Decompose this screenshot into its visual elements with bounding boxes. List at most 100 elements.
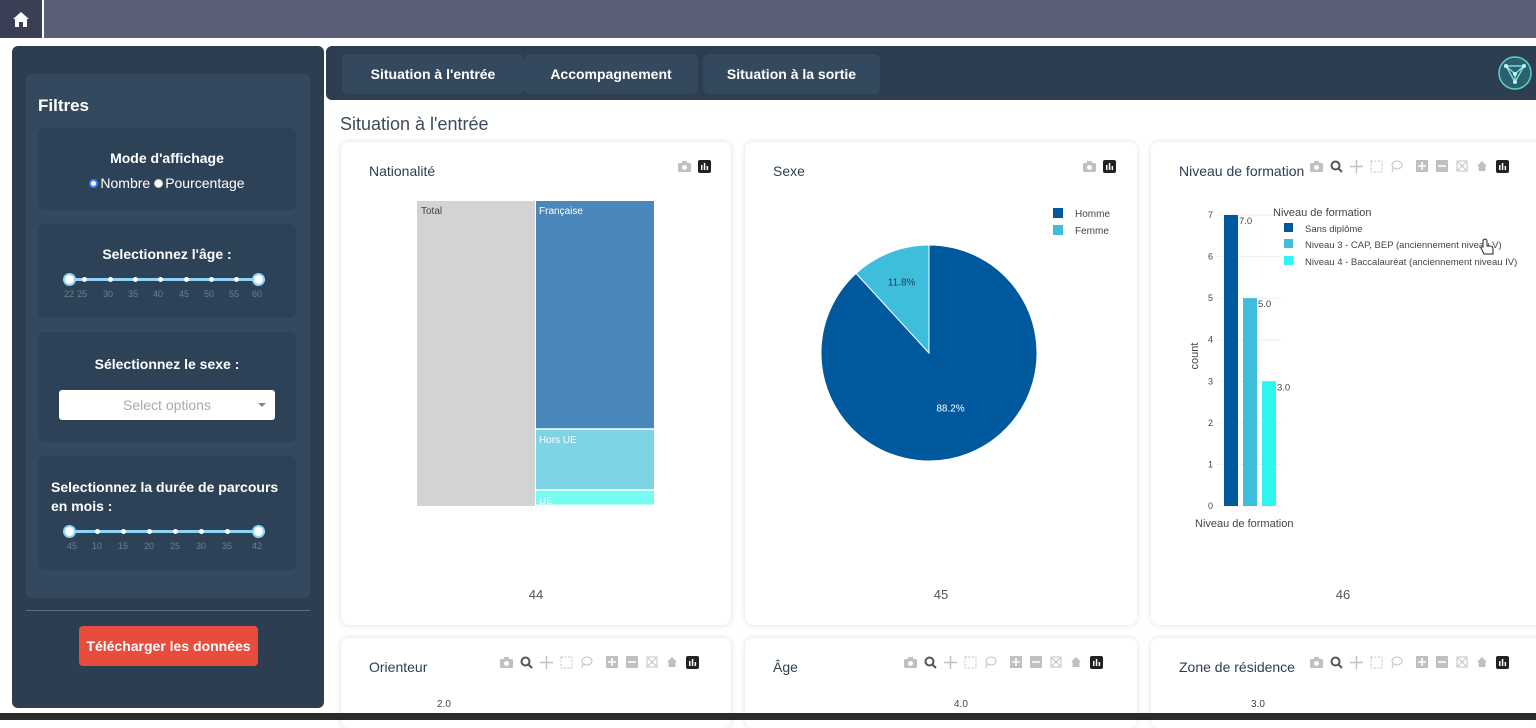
nationality-card: Nationalité Total Française Hors UE UE 44 <box>341 142 731 625</box>
treemap-tile-label: Hors UE <box>539 435 577 446</box>
treemap-tile[interactable] <box>536 429 654 490</box>
camera-icon[interactable] <box>1309 655 1323 669</box>
sidebar: Filtres Mode d'affichage Nombre Pourcent… <box>12 46 324 708</box>
duration-max-handle[interactable] <box>252 525 265 538</box>
legend-label-niveau-4[interactable]: Niveau 4 - Baccalauréat (anciennement ni… <box>1305 257 1517 268</box>
plotly-logo-icon[interactable] <box>1495 655 1509 669</box>
radio-pourcentage[interactable] <box>154 178 164 188</box>
autoscale-icon[interactable] <box>645 655 659 669</box>
camera-icon[interactable] <box>499 655 513 669</box>
autoscale-icon[interactable] <box>1049 655 1063 669</box>
treemap-tile[interactable] <box>536 201 654 429</box>
autoscale-icon[interactable] <box>1455 159 1469 173</box>
lasso-select-icon[interactable] <box>1389 159 1403 173</box>
duration-slider-ticks: 45 10 15 20 25 30 35 42 <box>67 541 267 553</box>
nationality-card-footer: 44 <box>528 587 544 602</box>
slider-step <box>95 529 100 534</box>
duration-range-slider[interactable] <box>63 524 265 538</box>
age-min-handle[interactable] <box>63 273 76 286</box>
treemap-tile[interactable] <box>536 490 654 505</box>
pan-icon[interactable] <box>1349 159 1363 173</box>
treemap-tile-label: UE <box>539 496 553 507</box>
legend-label-sans-diplome[interactable]: Sans diplôme <box>1305 224 1363 235</box>
age-range-slider[interactable] <box>63 272 265 286</box>
camera-icon[interactable] <box>1309 159 1323 173</box>
zoom-in-icon[interactable] <box>1415 655 1429 669</box>
camera-icon[interactable] <box>1082 159 1096 173</box>
radio-nombre-label[interactable]: Nombre <box>100 175 151 191</box>
bar[interactable] <box>1224 215 1238 506</box>
bar[interactable] <box>1262 381 1276 506</box>
bar-legend: Niveau de formation Sans diplôme Niveau … <box>1273 207 1517 268</box>
chart-toolbar <box>677 158 711 174</box>
zoom-in-icon[interactable] <box>1009 655 1023 669</box>
zoom-icon[interactable] <box>1329 655 1343 669</box>
age-max-handle[interactable] <box>252 273 265 286</box>
duration-filter-card: Selectionnez la durée de parcours en moi… <box>38 456 296 570</box>
sex-select[interactable]: Select options <box>59 390 275 420</box>
box-select-icon[interactable] <box>1369 159 1383 173</box>
legend-label-niveau-3[interactable]: Niveau 3 - CAP, BEP (anciennement niveau… <box>1305 240 1502 251</box>
plotly-logo-icon[interactable] <box>1495 159 1509 173</box>
filters-panel: Filtres Mode d'affichage Nombre Pourcent… <box>26 74 310 598</box>
radio-nombre[interactable] <box>89 178 99 188</box>
zoom-in-icon[interactable] <box>1415 159 1429 173</box>
tab-situation-sortie[interactable]: Situation à la sortie <box>703 54 880 94</box>
plotly-logo-icon[interactable] <box>1102 159 1116 173</box>
age-tick: 45 <box>178 289 190 299</box>
y-tick-label: 6 <box>1208 252 1213 262</box>
zoom-out-icon[interactable] <box>1029 655 1043 669</box>
age-slider-ticks: 22 25 30 35 40 45 50 55 60 <box>63 289 267 301</box>
tab-situation-entree[interactable]: Situation à l'entrée <box>342 54 524 94</box>
box-select-icon[interactable] <box>559 655 573 669</box>
slider-step <box>209 277 214 282</box>
zoom-icon[interactable] <box>923 655 937 669</box>
nationality-treemap: Total Française Hors UE UE <box>417 201 654 507</box>
zoom-out-icon[interactable] <box>1435 159 1449 173</box>
legend-label-homme[interactable]: Homme <box>1075 209 1110 220</box>
bar[interactable] <box>1243 298 1257 506</box>
pie-slices: 88.2% 11.8% <box>820 244 1038 462</box>
tab-accompagnement[interactable]: Accompagnement <box>524 54 698 94</box>
download-data-button[interactable]: Télécharger les données <box>79 626 258 666</box>
zoom-icon[interactable] <box>519 655 533 669</box>
display-mode-radio-group: Nombre Pourcentage <box>38 175 296 191</box>
age-tick: 22 <box>63 289 75 299</box>
plotly-logo-icon[interactable] <box>1089 655 1103 669</box>
pan-icon[interactable] <box>943 655 957 669</box>
slider-step <box>108 277 113 282</box>
reset-axes-home-icon[interactable] <box>1475 655 1489 669</box>
pie-slice[interactable] <box>855 244 930 355</box>
zoom-icon[interactable] <box>1329 159 1343 173</box>
residence-peek-value: 3.0 <box>1251 699 1265 710</box>
taskbar-strip <box>0 713 1536 720</box>
reset-axes-home-icon[interactable] <box>1069 655 1083 669</box>
box-select-icon[interactable] <box>1369 655 1383 669</box>
zoom-in-icon[interactable] <box>605 655 619 669</box>
reset-axes-home-icon[interactable] <box>1475 159 1489 173</box>
camera-icon[interactable] <box>677 159 691 173</box>
radio-pourcentage-label[interactable]: Pourcentage <box>165 175 245 191</box>
reset-axes-home-icon[interactable] <box>665 655 679 669</box>
x-axis-label: Niveau de formation <box>1195 518 1293 530</box>
sex-select-placeholder: Select options <box>123 397 211 413</box>
pan-icon[interactable] <box>539 655 553 669</box>
plotly-logo-icon[interactable] <box>697 159 711 173</box>
box-select-icon[interactable] <box>963 655 977 669</box>
bar-value-label: 7.0 <box>1239 216 1252 227</box>
zoom-out-icon[interactable] <box>1435 655 1449 669</box>
duration-min-handle[interactable] <box>63 525 76 538</box>
pan-icon[interactable] <box>1349 655 1363 669</box>
autoscale-icon[interactable] <box>1455 655 1469 669</box>
plotly-logo-icon[interactable] <box>685 655 699 669</box>
hand-cursor-icon <box>1480 238 1494 255</box>
lasso-select-icon[interactable] <box>579 655 593 669</box>
lasso-select-icon[interactable] <box>1389 655 1403 669</box>
legend-label-femme[interactable]: Femme <box>1075 226 1109 237</box>
age-card-title: Âge <box>773 659 798 675</box>
home-button[interactable] <box>0 0 44 38</box>
treemap-tile-label: Française <box>539 206 583 217</box>
camera-icon[interactable] <box>903 655 917 669</box>
zoom-out-icon[interactable] <box>625 655 639 669</box>
lasso-select-icon[interactable] <box>983 655 997 669</box>
